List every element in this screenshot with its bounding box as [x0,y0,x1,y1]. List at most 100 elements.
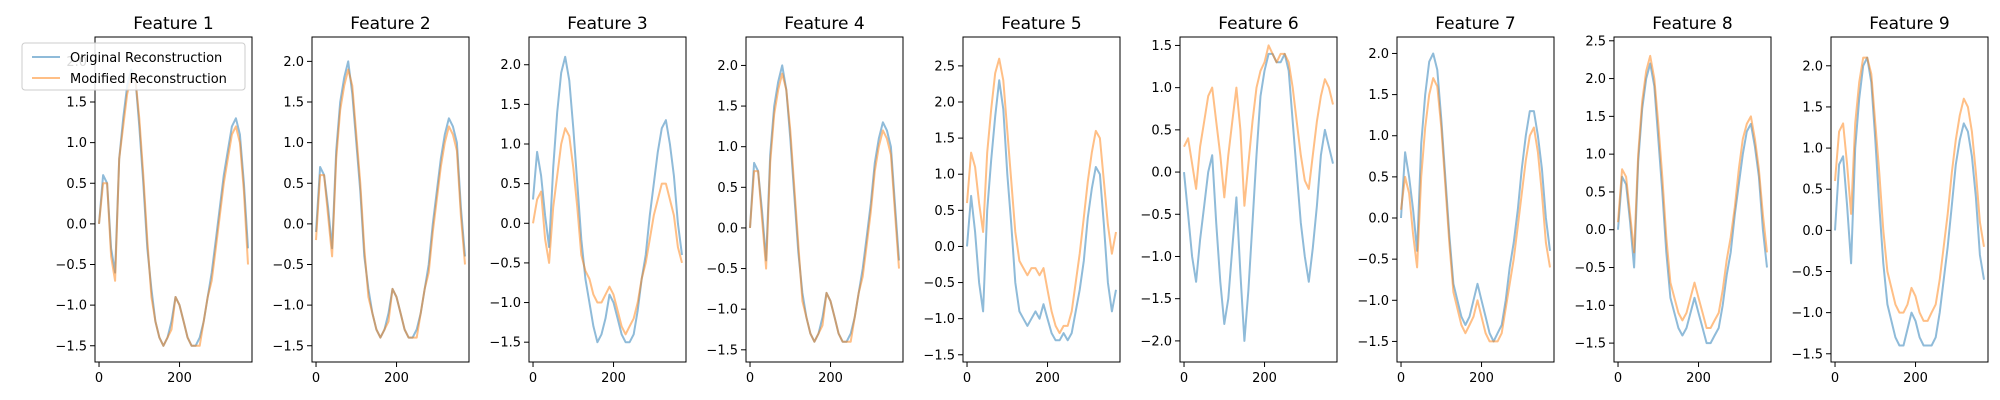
x-tick-label: 200 [1469,371,1494,386]
x-tick-label: 0 [963,371,971,386]
axes-frame [962,36,1121,363]
series-line-original [1183,52,1334,342]
y-tick-label: 0.0 [1151,166,1172,181]
y-tick-label: 0.5 [1368,170,1389,185]
y-tick-label: 2.0 [283,55,304,70]
y-tick-label: 1.0 [1585,148,1606,163]
x-tick-label: 200 [601,371,626,386]
y-tick-label: 1.5 [1368,88,1389,103]
series-line-original [1400,52,1551,343]
series-line-original [98,68,249,347]
x-tick-label: 0 [1614,371,1622,386]
subplot-title: Feature 6 [1218,14,1298,34]
y-tick-label: 2.0 [934,96,955,111]
y-tick-label: 1.5 [1151,39,1172,54]
subplot-2: Feature 2 −1.5 −1.0 −0.5 0.0 0.5 1.0 1.5 2.0 0 200 [272,14,470,386]
y-tick-label: 0.5 [1151,123,1172,138]
y-tick-label: −1.5 [55,339,87,354]
y-tick-label: −0.5 [706,262,738,277]
y-tick-label: 0.0 [1802,224,1823,239]
y-tick-label: 2.0 [500,58,521,73]
x-tick-label: 200 [1252,371,1277,386]
series-line-modified [1617,54,1768,329]
y-tick-label: 2.0 [717,59,738,74]
y-tick-label: −1.5 [1357,335,1389,350]
y-tick-label: −1.0 [489,296,521,311]
y-tick-label: −0.5 [1791,265,1823,280]
subplot-title: Feature 4 [784,14,864,34]
axes-frame [94,36,253,363]
subplot-title: Feature 5 [1001,14,1081,34]
axes-frame [311,36,470,363]
y-tick-label: 0.5 [283,177,304,192]
y-tick-label: −0.5 [272,258,304,273]
x-tick-label: 200 [1903,371,1928,386]
x-tick-label: 0 [529,371,537,386]
y-tick-label: −1.5 [489,336,521,351]
y-tick-label: 1.0 [934,168,955,183]
x-tick-label: 0 [1397,371,1405,386]
subplot-8: Feature 8 −1.5 −1.0 −0.5 0.0 0.5 1.0 1.5 2.0 2.5 0… [1574,14,1772,386]
y-tick-label: −1.5 [1791,347,1823,362]
y-tick-label: 0.0 [1585,223,1606,238]
series-line-modified [532,127,683,336]
series-line-modified [1183,44,1334,207]
y-tick-label: 1.5 [934,132,955,147]
y-tick-label: 0.0 [717,221,738,236]
y-tick-label: 1.0 [1368,129,1389,144]
y-tick-label: 1.5 [283,96,304,111]
x-tick-label: 0 [1831,371,1839,386]
y-tick-label: −0.5 [1140,208,1172,223]
x-tick-label: 0 [312,371,320,386]
y-tick-label: 1.0 [66,136,87,151]
series-line-original [749,64,900,343]
y-tick-label: −1.5 [923,348,955,363]
y-tick-label: −1.0 [1574,299,1606,314]
axes-frame [1179,36,1338,363]
y-tick-label: 1.0 [500,138,521,153]
x-tick-label: 200 [818,371,843,386]
y-tick-label: 0.0 [500,217,521,232]
y-tick-label: −1.0 [1791,306,1823,321]
y-tick-label: −2.0 [1140,334,1172,349]
axes-frame [528,36,687,363]
axes-frame [745,36,904,363]
subplot-grid: Feature 1 −1.5 −1.0 −0.5 0.0 0.5 1.0 1.5 2.0 0 200… [55,14,1989,386]
series-line-modified [749,72,900,343]
y-tick-label: 0.0 [1368,212,1389,227]
y-tick-label: −1.5 [1140,292,1172,307]
x-tick-label: 0 [95,371,103,386]
y-tick-label: 0.5 [1802,183,1823,198]
x-tick-label: 200 [1035,371,1060,386]
y-tick-label: 0.0 [283,217,304,232]
subplot-4: Feature 4 −1.5 −1.0 −0.5 0.0 0.5 1.0 1.5 2.0 0 200 [706,14,904,386]
subplot-title: Feature 9 [1869,14,1949,34]
y-tick-label: 0.5 [1585,185,1606,200]
x-tick-label: 200 [1686,371,1711,386]
y-tick-label: 0.5 [66,177,87,192]
y-tick-label: 2.5 [934,59,955,74]
y-tick-label: 1.0 [1151,81,1172,96]
legend-label-original: Original Reconstruction [70,51,222,66]
axes-frame [1396,36,1555,363]
y-tick-label: 0.5 [934,204,955,219]
y-tick-label: −0.5 [1357,253,1389,268]
y-tick-label: −1.0 [923,312,955,327]
y-tick-label: −1.0 [1357,294,1389,309]
legend-box [21,42,246,91]
legend-label-modified: Modified Reconstruction [70,72,227,87]
subplot-3: Feature 3 −1.5 −1.0 −0.5 0.0 0.5 1.0 1.5 2.0 0 200 [489,14,687,386]
x-tick-label: 200 [384,371,409,386]
subplot-7: Feature 7 −1.5 −1.0 −0.5 0.0 0.5 1.0 1.5 2.0 0 200 [1357,14,1555,386]
y-tick-label: 1.5 [1585,110,1606,125]
series-line-original [966,79,1117,342]
series-line-modified [1400,77,1551,343]
y-tick-label: −1.5 [272,339,304,354]
y-tick-label: −1.5 [706,343,738,358]
series-line-original [1834,56,1985,347]
y-tick-label: 2.0 [1802,59,1823,74]
y-tick-label: 2.0 [1585,72,1606,87]
subplot-title: Feature 1 [133,14,213,34]
y-tick-label: 1.5 [1802,100,1823,115]
